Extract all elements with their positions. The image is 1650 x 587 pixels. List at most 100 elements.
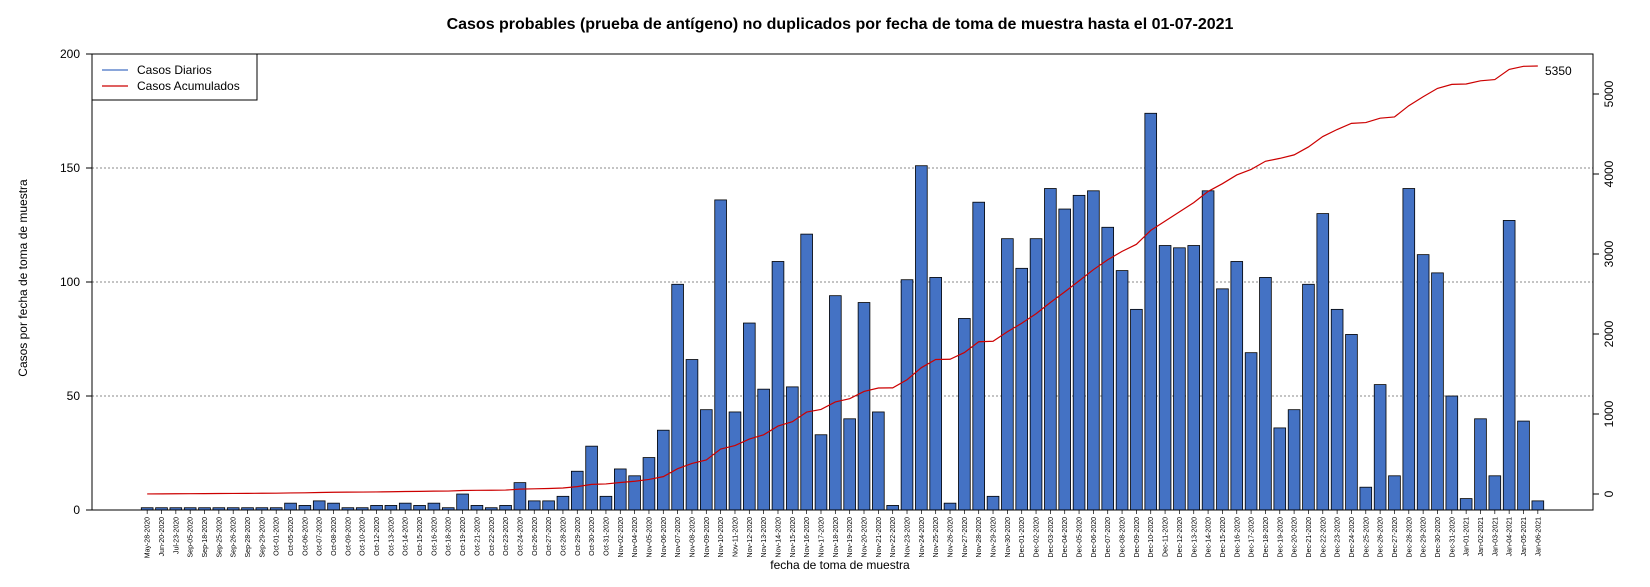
bar [413, 505, 426, 511]
x-tick-label: Nov-28-2020 [976, 517, 983, 558]
bar [499, 505, 512, 511]
bar [1015, 267, 1028, 511]
x-tick-label: Jan-04-2021 [1507, 517, 1514, 556]
bar [1173, 247, 1186, 511]
bar [1517, 420, 1530, 511]
x-tick-label: Dec-06-2020 [1091, 517, 1098, 558]
bar [398, 502, 412, 511]
legend-box [91, 53, 258, 101]
bar [728, 411, 742, 511]
x-tick-label: Jul-23-2020 [173, 517, 180, 554]
legend-label-daily: Casos Diarios [137, 63, 212, 77]
bar [312, 500, 326, 511]
bar [1431, 272, 1444, 511]
bar [1416, 254, 1430, 511]
x-tick-label: Dec-02-2020 [1034, 517, 1041, 558]
bar [642, 457, 656, 511]
x-tick-label: Dec-27-2020 [1392, 517, 1399, 558]
bar [1072, 194, 1086, 511]
y2-tick-label: 3000 [1602, 240, 1616, 267]
bar [1474, 418, 1487, 511]
bar [527, 500, 541, 511]
x-tick-label: Oct-24-2020 [517, 517, 524, 556]
x-tick-label: Oct-05-2020 [288, 517, 295, 556]
bar [1044, 188, 1057, 511]
x-tick-label: Dec-20-2020 [1292, 517, 1299, 558]
bar [1373, 384, 1387, 511]
x-tick-label: Nov-25-2020 [933, 517, 940, 558]
bar [1287, 409, 1301, 511]
x-tick-label: Dec-31-2020 [1449, 517, 1456, 558]
bar [1459, 498, 1473, 511]
cumulative-final-label: 5350 [1545, 64, 1572, 78]
bar [1330, 308, 1344, 511]
x-tick-label: Sep-29-2020 [259, 517, 266, 558]
x-tick-label: Nov-09-2020 [704, 517, 711, 558]
y-tick-label: 150 [60, 161, 80, 175]
x-axis-label: fecha de toma de muestra [770, 558, 910, 572]
x-tick-label: Oct-18-2020 [446, 517, 453, 556]
bar [1445, 395, 1459, 511]
x-tick-label: Nov-27-2020 [962, 517, 969, 558]
x-tick-label: Nov-07-2020 [675, 517, 682, 558]
x-tick-label: Nov-08-2020 [689, 517, 696, 558]
y-tick-label: 200 [60, 47, 80, 61]
bar [1388, 475, 1401, 511]
bar [1345, 334, 1358, 511]
y-tick-label: 50 [67, 389, 81, 403]
x-tick-label: Nov-30-2020 [1005, 517, 1012, 558]
bar [872, 411, 885, 511]
x-tick-label: Dec-01-2020 [1019, 517, 1026, 558]
x-tick-label: Oct-23-2020 [503, 517, 510, 556]
bar [599, 495, 613, 511]
x-tick-label: Dec-11-2020 [1163, 517, 1170, 557]
x-tick-label: Nov-15-2020 [790, 517, 797, 558]
bar [284, 502, 297, 511]
bar [829, 295, 842, 511]
x-tick-label: Dec-10-2020 [1148, 517, 1155, 558]
bar [1216, 288, 1229, 511]
x-tick-label: Oct-19-2020 [460, 517, 467, 556]
bar [986, 495, 1000, 511]
x-tick-label: Dec-12-2020 [1177, 517, 1184, 558]
x-tick-label: Dec-07-2020 [1105, 517, 1112, 558]
x-tick-label: Dec-04-2020 [1062, 517, 1069, 558]
y2-tick-label: 4000 [1602, 160, 1616, 187]
x-tick-label: Dec-05-2020 [1077, 517, 1084, 558]
bar [757, 388, 770, 511]
x-tick-label: Jan-06-2021 [1535, 517, 1542, 556]
y-axis-label: Casos por fecha de toma de muestra [16, 179, 30, 377]
x-tick-label: Nov-13-2020 [761, 517, 768, 558]
bar [1144, 112, 1158, 511]
x-tick-label: Nov-26-2020 [948, 517, 955, 558]
bar [556, 495, 570, 511]
x-tick-label: Jun-20-2020 [159, 517, 166, 556]
bar [570, 470, 584, 511]
bar [1087, 190, 1100, 511]
x-tick-label: May-28-2020 [145, 517, 152, 558]
bar [1001, 238, 1014, 511]
x-tick-label: Nov-16-2020 [804, 517, 811, 558]
x-tick-label: Oct-29-2020 [575, 517, 582, 556]
bar [843, 418, 856, 511]
bar [771, 261, 785, 511]
bar [585, 445, 598, 511]
bar [1058, 208, 1071, 511]
x-tick-label: Oct-07-2020 [317, 517, 324, 556]
cumulative-line [147, 65, 1538, 495]
x-tick-label: Jan-03-2021 [1492, 517, 1499, 556]
bar [1029, 238, 1043, 511]
bar [384, 505, 398, 511]
x-tick-label: Nov-24-2020 [919, 517, 926, 558]
chart-title: Casos probables (prueba de antígeno) no … [447, 16, 1234, 33]
x-tick-label: Oct-27-2020 [546, 517, 553, 556]
bar [958, 318, 971, 511]
bar [298, 505, 312, 511]
bar [1158, 245, 1172, 511]
x-tick-label: Nov-06-2020 [661, 517, 668, 558]
x-tick-label: Dec-14-2020 [1206, 517, 1213, 558]
bar [1273, 427, 1287, 511]
bar [786, 386, 799, 511]
x-tick-label: Oct-22-2020 [489, 517, 496, 556]
x-tick-label: Jan-01-2021 [1464, 517, 1471, 556]
